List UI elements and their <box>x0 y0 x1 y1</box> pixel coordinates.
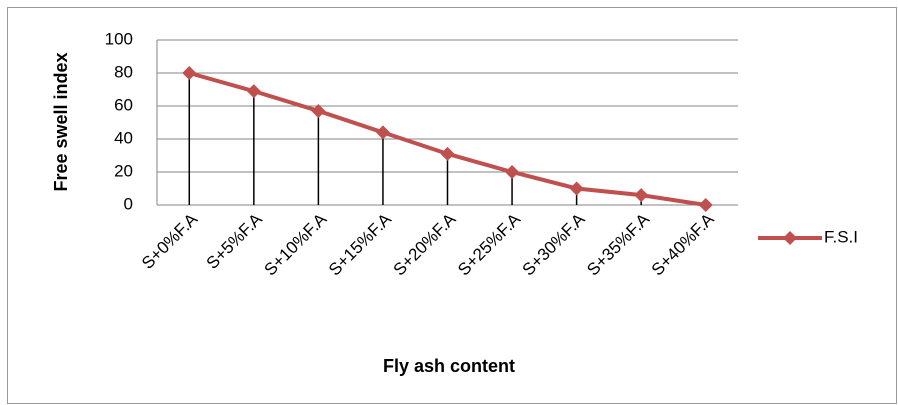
y-tick-label: 100 <box>105 29 133 48</box>
point <box>634 188 649 203</box>
point <box>505 165 520 179</box>
point <box>182 66 197 80</box>
legend-label: F.S.I <box>824 227 858 246</box>
point <box>311 103 326 118</box>
y-tick-label: 60 <box>114 95 133 114</box>
point <box>375 125 390 140</box>
point <box>246 84 261 99</box>
point <box>698 198 713 212</box>
y-tick-label: 0 <box>124 194 133 213</box>
y-tick-label: 40 <box>114 128 133 147</box>
y-axis-title: Free swell index <box>51 52 71 191</box>
legend-marker <box>783 231 797 245</box>
y-tick-label: 20 <box>114 161 133 180</box>
point <box>569 181 584 196</box>
point <box>440 146 455 161</box>
x-axis-title: Fly ash content <box>383 356 515 376</box>
y-tick-label: 80 <box>114 62 133 81</box>
